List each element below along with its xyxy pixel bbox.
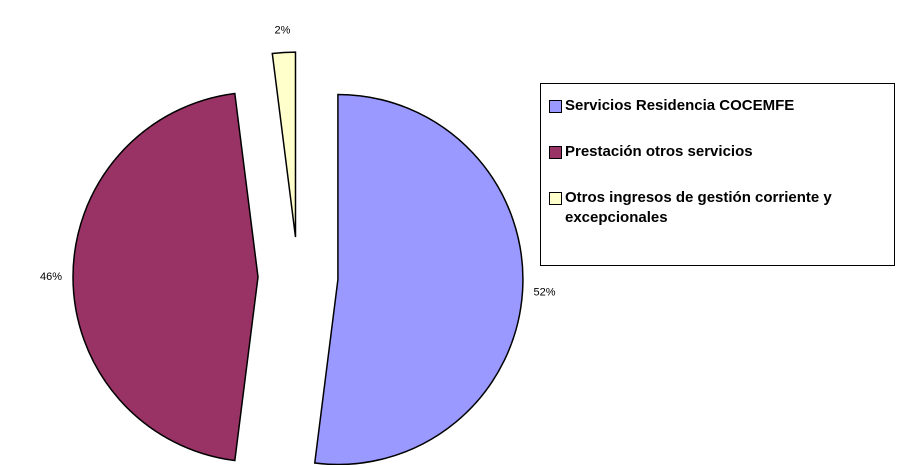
legend-item: Otros ingresos de gestión corriente y ex…	[549, 188, 886, 228]
data-label: 46%	[40, 271, 62, 283]
data-label: 2%	[275, 24, 291, 36]
legend-swatch	[549, 100, 562, 113]
legend-label: Prestación otros servicios	[565, 143, 753, 160]
pie-slice	[72, 92, 259, 462]
legend-label: Servicios Residencia COCEMFE	[565, 97, 795, 114]
data-label: 52%	[533, 286, 555, 298]
legend-item: Prestación otros servicios	[549, 142, 886, 162]
legend-label: Otros ingresos de gestión corriente y ex…	[565, 189, 832, 226]
pie-slice	[313, 93, 524, 465]
legend: Servicios Residencia COCEMFE Prestación o…	[540, 83, 895, 266]
legend-swatch	[549, 146, 562, 159]
legend-swatch	[549, 192, 562, 205]
legend-item: Servicios Residencia COCEMFE	[549, 96, 886, 116]
pie-slice	[271, 51, 297, 238]
